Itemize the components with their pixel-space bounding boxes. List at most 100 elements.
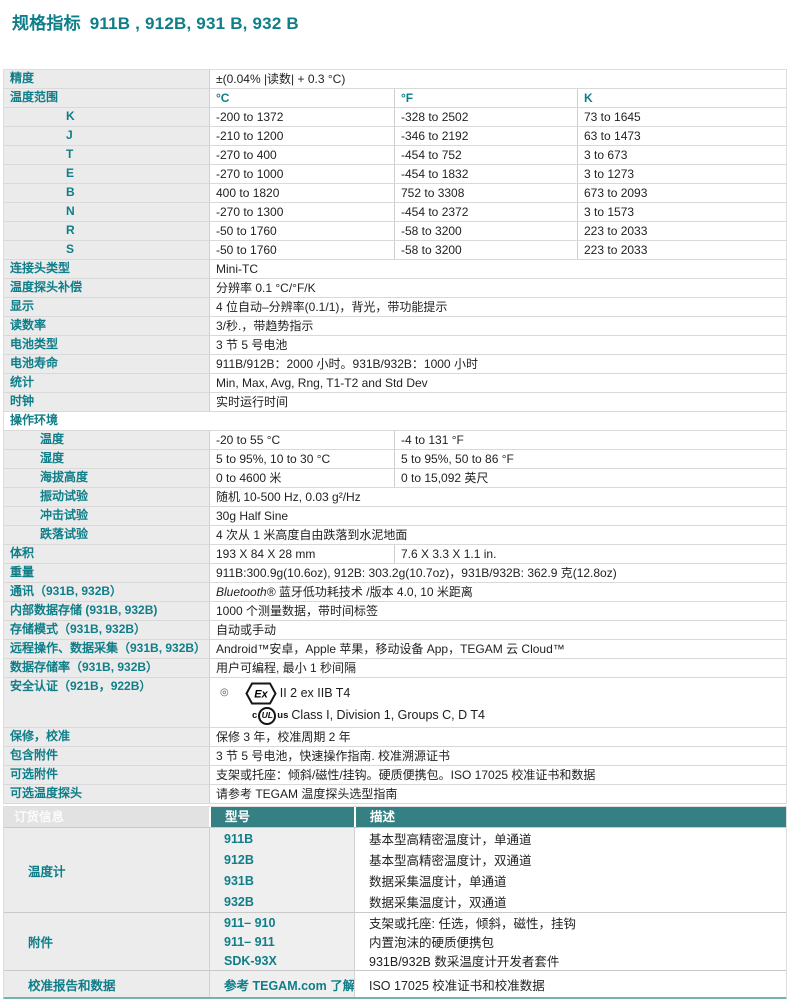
- order-table-body: 温度计 911B 基本型高精密温度计，单通道 912B 基本型高精密温度计，双通道 931…: [4, 827, 786, 997]
- spec-label: 统计: [4, 374, 209, 392]
- spec-row: E -270 to 1000 -454 to 1832 3 to 1273: [4, 165, 786, 184]
- order-group-items: 911– 910 支架或托座: 任选，倾斜，磁性，挂钩 911– 911 内置泡沫的硬…: [209, 913, 786, 970]
- order-group-items: 参考 TEGAM.com 了解 ISO 17025 校准证书和校准数据: [209, 971, 786, 997]
- spec-value: 请参考 TEGAM 温度探头选型指南: [209, 785, 786, 803]
- spec-row: 可选附件 支架或托座：倾斜/磁性/挂钩。硬质便携包。ISO 17025 校准证书和…: [4, 766, 786, 785]
- spec-value: 752 to 3308: [394, 184, 577, 202]
- spec-value: -270 to 400: [209, 146, 394, 164]
- spec-label: 跌落试验: [4, 526, 209, 544]
- ul-rating: Class I, Division 1, Groups C, D T4: [291, 708, 485, 723]
- atex-rating: II 2 ex IIB T4: [279, 685, 351, 700]
- spec-value: 分辨率 0.1 °C/°F/K: [209, 279, 786, 297]
- spec-row: 跌落试验 4 次从 1 米高度自由跌落到水泥地面: [4, 526, 786, 545]
- spec-value: 7.6 X 3.3 X 1.1 in.: [394, 545, 786, 563]
- spec-row: 内部数据存储 (931B, 932B) 1000 个测量数据，带时间标签: [4, 602, 786, 621]
- spec-label: 湿度: [4, 450, 209, 468]
- ul-us-mark: us: [277, 710, 289, 722]
- spec-value: 3/秒.，带趋势指示: [209, 317, 786, 335]
- spec-row: T -270 to 400 -454 to 752 3 to 673: [4, 146, 786, 165]
- order-item: 911– 911 内置泡沫的硬质便携包: [209, 932, 786, 951]
- order-item-model: 912B: [209, 849, 354, 870]
- spec-row: 安全认证（921B，922B） ◎ Ex II 2 ex IIB T4 c UL us Cla…: [4, 678, 786, 728]
- spec-value: 随机 10-500 Hz, 0.03 g²/Hz: [209, 488, 786, 506]
- spec-value: 4 次从 1 米高度自由跌落到水泥地面: [209, 526, 786, 544]
- spec-value: 30g Half Sine: [209, 507, 786, 525]
- order-item-model: 931B: [209, 870, 354, 891]
- spec-label: 远程操作、数据采集（931B, 932B）: [4, 640, 209, 658]
- order-header-info: 订货信息: [4, 807, 209, 827]
- spec-row: 读数率 3/秒.，带趋势指示: [4, 317, 786, 336]
- order-item-model: 932B: [209, 891, 354, 912]
- order-item: 911B 基本型高精密温度计，单通道: [209, 828, 786, 849]
- spec-row: 数据存储率（931B, 932B） 用户可编程, 最小 1 秒间隔: [4, 659, 786, 678]
- spec-value: 5 to 95%, 50 to 86 °F: [394, 450, 786, 468]
- spec-value: -58 to 3200: [394, 241, 577, 259]
- spec-value: -270 to 1300: [209, 203, 394, 221]
- title-models: 911B , 912B, 931 B, 932 B: [89, 14, 299, 33]
- spec-value: 3 to 1573: [577, 203, 786, 221]
- order-item: 911– 910 支架或托座: 任选，倾斜，磁性，挂钩: [209, 913, 786, 932]
- spec-value: Android™安卓，Apple 苹果，移动设备 App，TEGAM 云 Clo…: [209, 640, 786, 658]
- spec-value: 4 位自动–分辨率(0.1/1)，背光，带功能提示: [209, 298, 786, 316]
- spec-row: 电池类型 3 节 5 号电池: [4, 336, 786, 355]
- spec-value: 223 to 2033: [577, 222, 786, 240]
- spec-label: 电池类型: [4, 336, 209, 354]
- spec-row: 温度范围 °C °F K: [4, 89, 786, 108]
- spec-row: 振动试验 随机 10-500 Hz, 0.03 g²/Hz: [4, 488, 786, 507]
- spec-value: 400 to 1820: [209, 184, 394, 202]
- order-header-desc: 描述: [354, 807, 786, 827]
- spec-value: 911B/912B：2000 小时。931B/932B：1000 小时: [209, 355, 786, 373]
- order-item-desc: 基本型高精密温度计，单通道: [354, 828, 786, 849]
- spec-value: 自动或手动: [209, 621, 786, 639]
- spec-value-text: 蓝牙低功耗技术 /版本 4.0, 10 米距离: [275, 584, 473, 599]
- spec-row: 精度 ±(0.04% |读数| + 0.3 °C): [4, 70, 786, 89]
- spec-label: 读数率: [4, 317, 209, 335]
- order-item: 912B 基本型高精密温度计，双通道: [209, 849, 786, 870]
- spec-value: 用户可编程, 最小 1 秒间隔: [209, 659, 786, 677]
- spec-row: K -200 to 1372 -328 to 2502 73 to 1645: [4, 108, 786, 127]
- order-item-desc: 数据采集温度计，单通道: [354, 870, 786, 891]
- spec-value: 3 节 5 号电池，快速操作指南. 校准溯源证书: [209, 747, 786, 765]
- spec-label: 精度: [4, 70, 209, 88]
- spec-value: °C: [209, 89, 394, 107]
- order-item-model: SDK-93X: [209, 951, 354, 970]
- spec-row: 存储模式（931B, 932B） 自动或手动: [4, 621, 786, 640]
- spec-value: 63 to 1473: [577, 127, 786, 145]
- spec-value: Bluetooth® 蓝牙低功耗技术 /版本 4.0, 10 米距离: [209, 583, 786, 601]
- spec-label: 电池寿命: [4, 355, 209, 373]
- spec-row: 冲击试验 30g Half Sine: [4, 507, 786, 526]
- ul-line: c UL us Class I, Division 1, Groups C, D T4: [252, 706, 780, 725]
- spec-label: 通讯（931B, 932B）: [4, 583, 209, 601]
- order-item-desc: 基本型高精密温度计，双通道: [354, 849, 786, 870]
- spec-label: 海拔高度: [4, 469, 209, 487]
- spec-value: -346 to 2192: [394, 127, 577, 145]
- ul-c-mark: c: [252, 710, 258, 722]
- spec-label: 安全认证（921B，922B）: [4, 678, 209, 727]
- spec-label: 数据存储率（931B, 932B）: [4, 659, 209, 677]
- spec-row: 电池寿命 911B/912B：2000 小时。931B/932B：1000 小时: [4, 355, 786, 374]
- spec-value: ±(0.04% |读数| + 0.3 °C): [209, 70, 786, 88]
- spec-value: -454 to 1832: [394, 165, 577, 183]
- order-group-items: 911B 基本型高精密温度计，单通道 912B 基本型高精密温度计，双通道 931B 数据…: [209, 828, 786, 912]
- spec-table: 精度 ±(0.04% |读数| + 0.3 °C) 温度范围 °C °F K K -200 t…: [3, 69, 787, 804]
- spec-label: T: [4, 146, 209, 164]
- spec-value: 支架或托座：倾斜/磁性/挂钩。硬质便携包。ISO 17025 校准证书和数据: [209, 766, 786, 784]
- order-item-desc: 支架或托座: 任选，倾斜，磁性，挂钩: [354, 913, 786, 932]
- spec-label: 振动试验: [4, 488, 209, 506]
- spec-value: -4 to 131 °F: [394, 431, 786, 449]
- spec-label: K: [4, 108, 209, 126]
- spec-value: 5 to 95%, 10 to 30 °C: [209, 450, 394, 468]
- spec-value: 保修 3 年，校准周期 2 年: [209, 728, 786, 746]
- spec-value: -50 to 1760: [209, 241, 394, 259]
- spec-value: -210 to 1200: [209, 127, 394, 145]
- spec-label: 时钟: [4, 393, 209, 411]
- spec-label: 冲击试验: [4, 507, 209, 525]
- spec-value: 3 节 5 号电池: [209, 336, 786, 354]
- spec-value: -20 to 55 °C: [209, 431, 394, 449]
- spec-row: 通讯（931B, 932B） Bluetooth® 蓝牙低功耗技术 /版本 4.0…: [4, 583, 786, 602]
- spec-value: Mini-TC: [209, 260, 786, 278]
- ex-glyph: Ex: [254, 688, 268, 700]
- spec-label: 体积: [4, 545, 209, 563]
